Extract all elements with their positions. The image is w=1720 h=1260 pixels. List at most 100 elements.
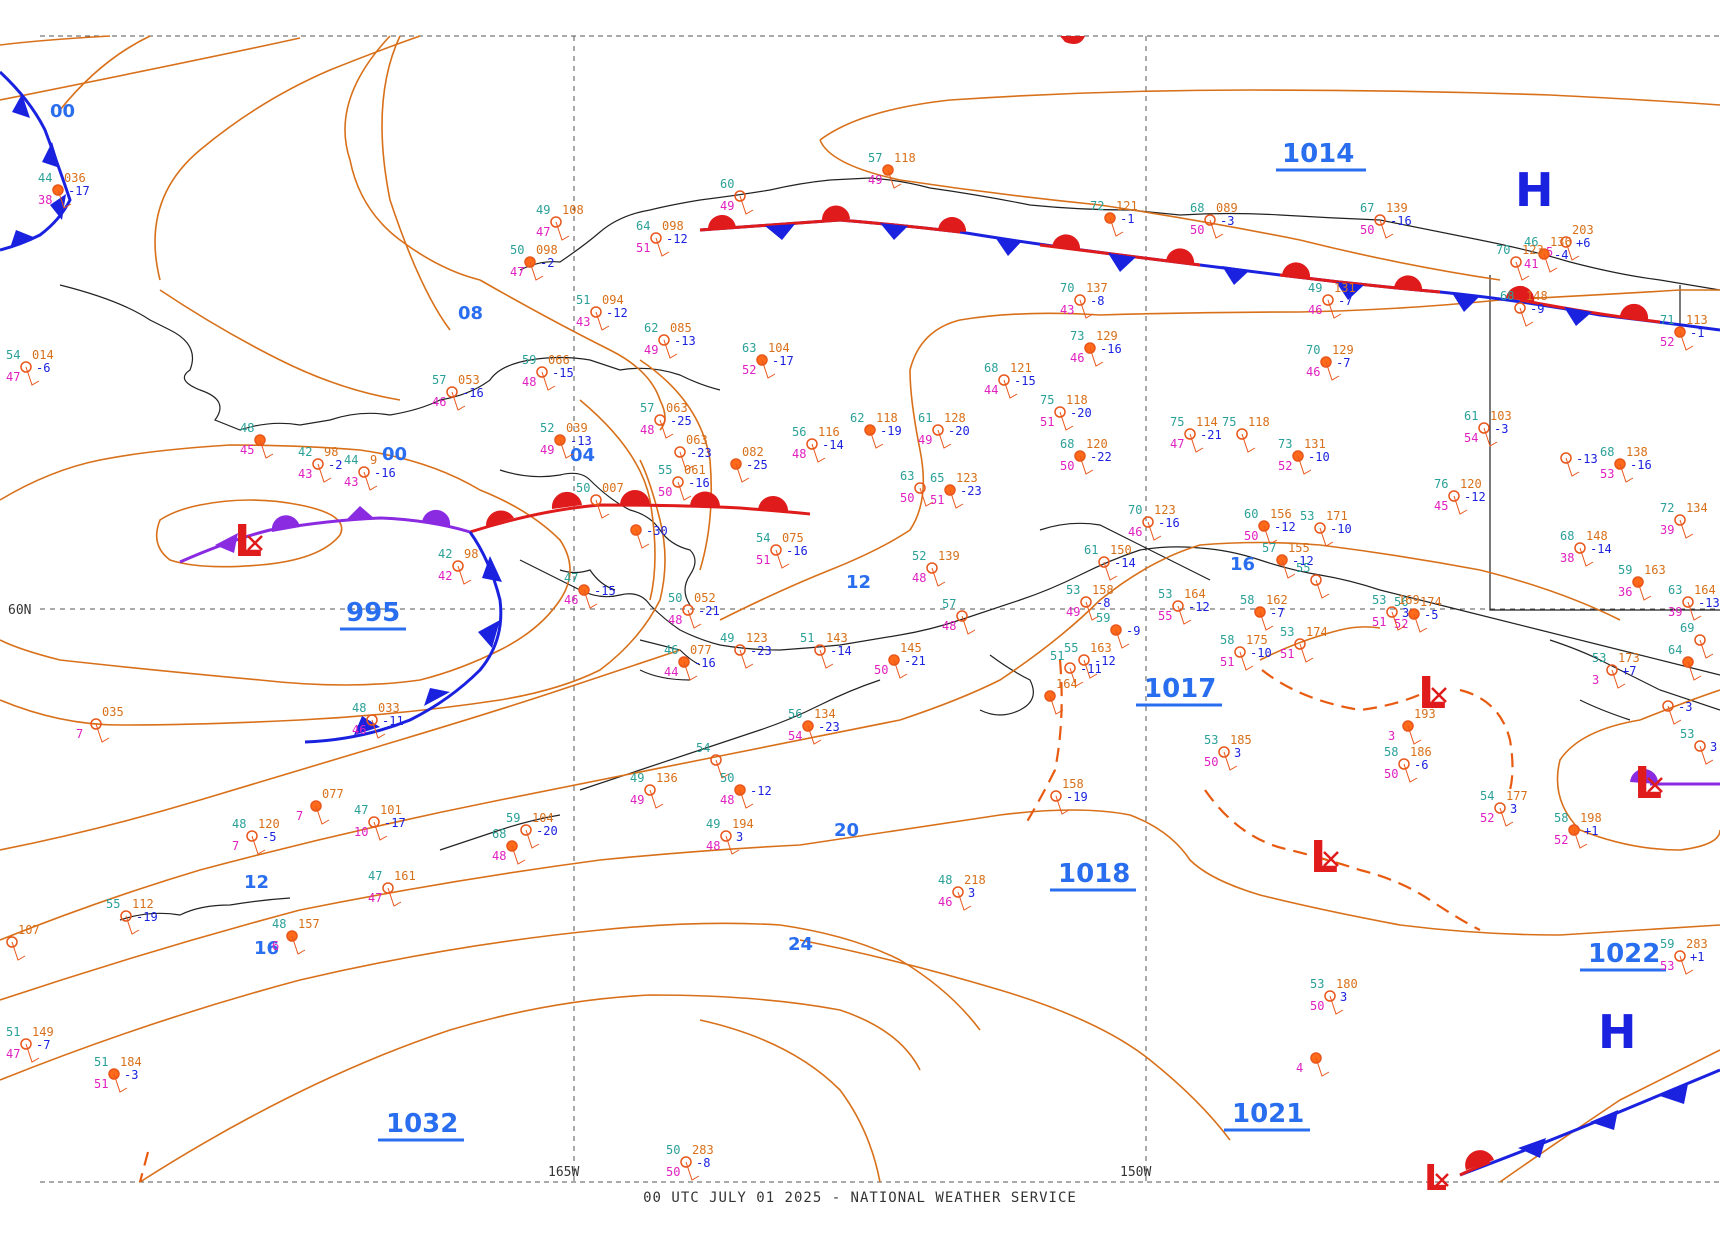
station-tendency: -13 xyxy=(1698,596,1720,610)
station-circle xyxy=(1398,758,1410,770)
station-temp: 49 xyxy=(644,343,658,357)
station-pressure: 150 xyxy=(1110,543,1132,557)
station-temp: 48 xyxy=(942,619,956,633)
svg-text:995: 995 xyxy=(346,598,400,628)
wind-barb xyxy=(1679,519,1694,539)
wind-barb xyxy=(25,366,40,386)
station-tendency: -17 xyxy=(68,184,90,198)
station-pressure: 143 xyxy=(826,631,848,645)
station-circle xyxy=(20,361,32,373)
pressure-label: 995 xyxy=(340,598,406,631)
isobar-labels: 00 08 00 04 12 16 20 24 12 16 xyxy=(50,101,1255,959)
station-temp: 39 xyxy=(1660,523,1674,537)
station-circle xyxy=(1184,428,1196,440)
wind-barb xyxy=(259,439,274,459)
station-tendency: -8 xyxy=(1090,294,1104,308)
station-tendency: -17 xyxy=(384,816,406,830)
station-pressure: 121 xyxy=(1116,199,1138,213)
station-pressure: 163 xyxy=(1090,641,1112,655)
station-plot: 76 120 45 -12 xyxy=(1434,477,1486,515)
station-dewpoint: 60 xyxy=(1244,507,1258,521)
station-plot: -13 xyxy=(1560,452,1598,477)
station-tendency: -6 xyxy=(1414,758,1428,772)
station-pressure: 118 xyxy=(876,411,898,425)
station-plot: 082-25 xyxy=(730,445,768,483)
station-temp: 48 xyxy=(492,849,506,863)
station-plot: 58 175 51 -10 xyxy=(1220,633,1272,671)
station-dewpoint: 48 xyxy=(232,817,246,831)
station-dewpoint: 71 xyxy=(1660,313,1674,327)
troughs xyxy=(138,659,1514,1183)
station-pressure: 174 xyxy=(1420,595,1442,609)
station-tendency: -16 xyxy=(786,544,808,558)
pressure-labels: 1014 995 1017 1018 1022 1032 1021 xyxy=(340,139,1666,1142)
station-dewpoint: 47 xyxy=(564,571,578,585)
station-temp: 46 xyxy=(1308,303,1322,317)
wind-barb xyxy=(1611,669,1626,689)
station-pressure: 283 xyxy=(692,1143,714,1157)
wind-barb xyxy=(869,429,884,449)
wind-barb xyxy=(811,443,826,463)
wind-barb xyxy=(739,649,754,669)
station-pressure: 123 xyxy=(1522,243,1544,257)
station-plot: 70 137 43 -8 xyxy=(1060,281,1108,319)
wind-barb xyxy=(1083,659,1098,679)
station-tendency: -9 xyxy=(1530,302,1544,316)
low-letter: L xyxy=(1424,1158,1447,1199)
low-symbol: L xyxy=(1424,1158,1449,1199)
station-tendency: -15 xyxy=(594,584,616,598)
station-circle xyxy=(536,366,548,378)
station-plot: 59 -9 xyxy=(1096,611,1140,649)
wind-barb xyxy=(919,487,934,507)
station-plot: 65 123 51 -23 xyxy=(930,471,982,509)
station-dewpoint: 53 xyxy=(1158,587,1172,601)
station-pressure: 186 xyxy=(1410,745,1432,759)
station-pressure: 118 xyxy=(894,151,916,165)
wind-barb xyxy=(291,935,306,955)
station-tendency: -16 xyxy=(1390,214,1412,228)
wind-barb xyxy=(1327,299,1342,319)
station-pressure: 120 xyxy=(1460,477,1482,491)
station-plot: 61 150-14 xyxy=(1084,543,1136,581)
station-plot: 53 174 51 xyxy=(1280,625,1328,663)
station-dewpoint: 56 xyxy=(1394,595,1408,609)
station-plot: 55 163-12 xyxy=(1064,641,1116,679)
station-pressure: 104 xyxy=(768,341,790,355)
pressure-label: 1022 xyxy=(1580,939,1666,972)
station-pressure: 075 xyxy=(782,531,804,545)
station-plot: 47 101 10 -17 xyxy=(354,803,406,841)
station-circle xyxy=(590,306,602,318)
station-tendency: 3 xyxy=(1234,746,1241,760)
station-dewpoint: 76 xyxy=(1434,477,1448,491)
station-pressure: 089 xyxy=(1216,201,1238,215)
station-dewpoint: 53 xyxy=(1310,977,1324,991)
station-plot: 53 171-10 xyxy=(1300,509,1352,547)
wind-barb xyxy=(1299,643,1314,663)
station-plot: 158-19 xyxy=(1050,777,1088,815)
station-plot: 50 052 48 -21 xyxy=(668,591,720,629)
station-tendency: -8 xyxy=(1096,596,1110,610)
wind-barb xyxy=(1687,661,1702,681)
station-pressure: 077 xyxy=(322,787,344,801)
station-pressure: 173 xyxy=(1618,651,1640,665)
wind-barb xyxy=(1699,639,1714,659)
station-dewpoint: 63 xyxy=(742,341,756,355)
station-pressure: 171 xyxy=(1326,509,1348,523)
station-circle xyxy=(246,830,258,842)
station-tendency: -14 xyxy=(1590,542,1612,556)
station-tendency: +6 xyxy=(1576,236,1590,250)
station-tendency: -16 xyxy=(1630,458,1652,472)
station-pressure: 129 xyxy=(1096,329,1118,343)
wind-barb xyxy=(887,169,902,189)
wind-barb xyxy=(1565,457,1580,477)
station-tendency: -3 xyxy=(1678,700,1692,714)
station-tendency: -16 xyxy=(1100,342,1122,356)
station-pressure: 162 xyxy=(1266,593,1288,607)
station-temp: 48 xyxy=(668,613,682,627)
station-dewpoint: 59 xyxy=(1096,611,1110,625)
station-pressure: 039 xyxy=(566,421,588,435)
station-circle xyxy=(120,910,132,922)
wind-barb xyxy=(1223,751,1238,771)
station-plot: 63 164 39 -13 xyxy=(1668,583,1720,621)
wind-barb xyxy=(819,649,834,669)
